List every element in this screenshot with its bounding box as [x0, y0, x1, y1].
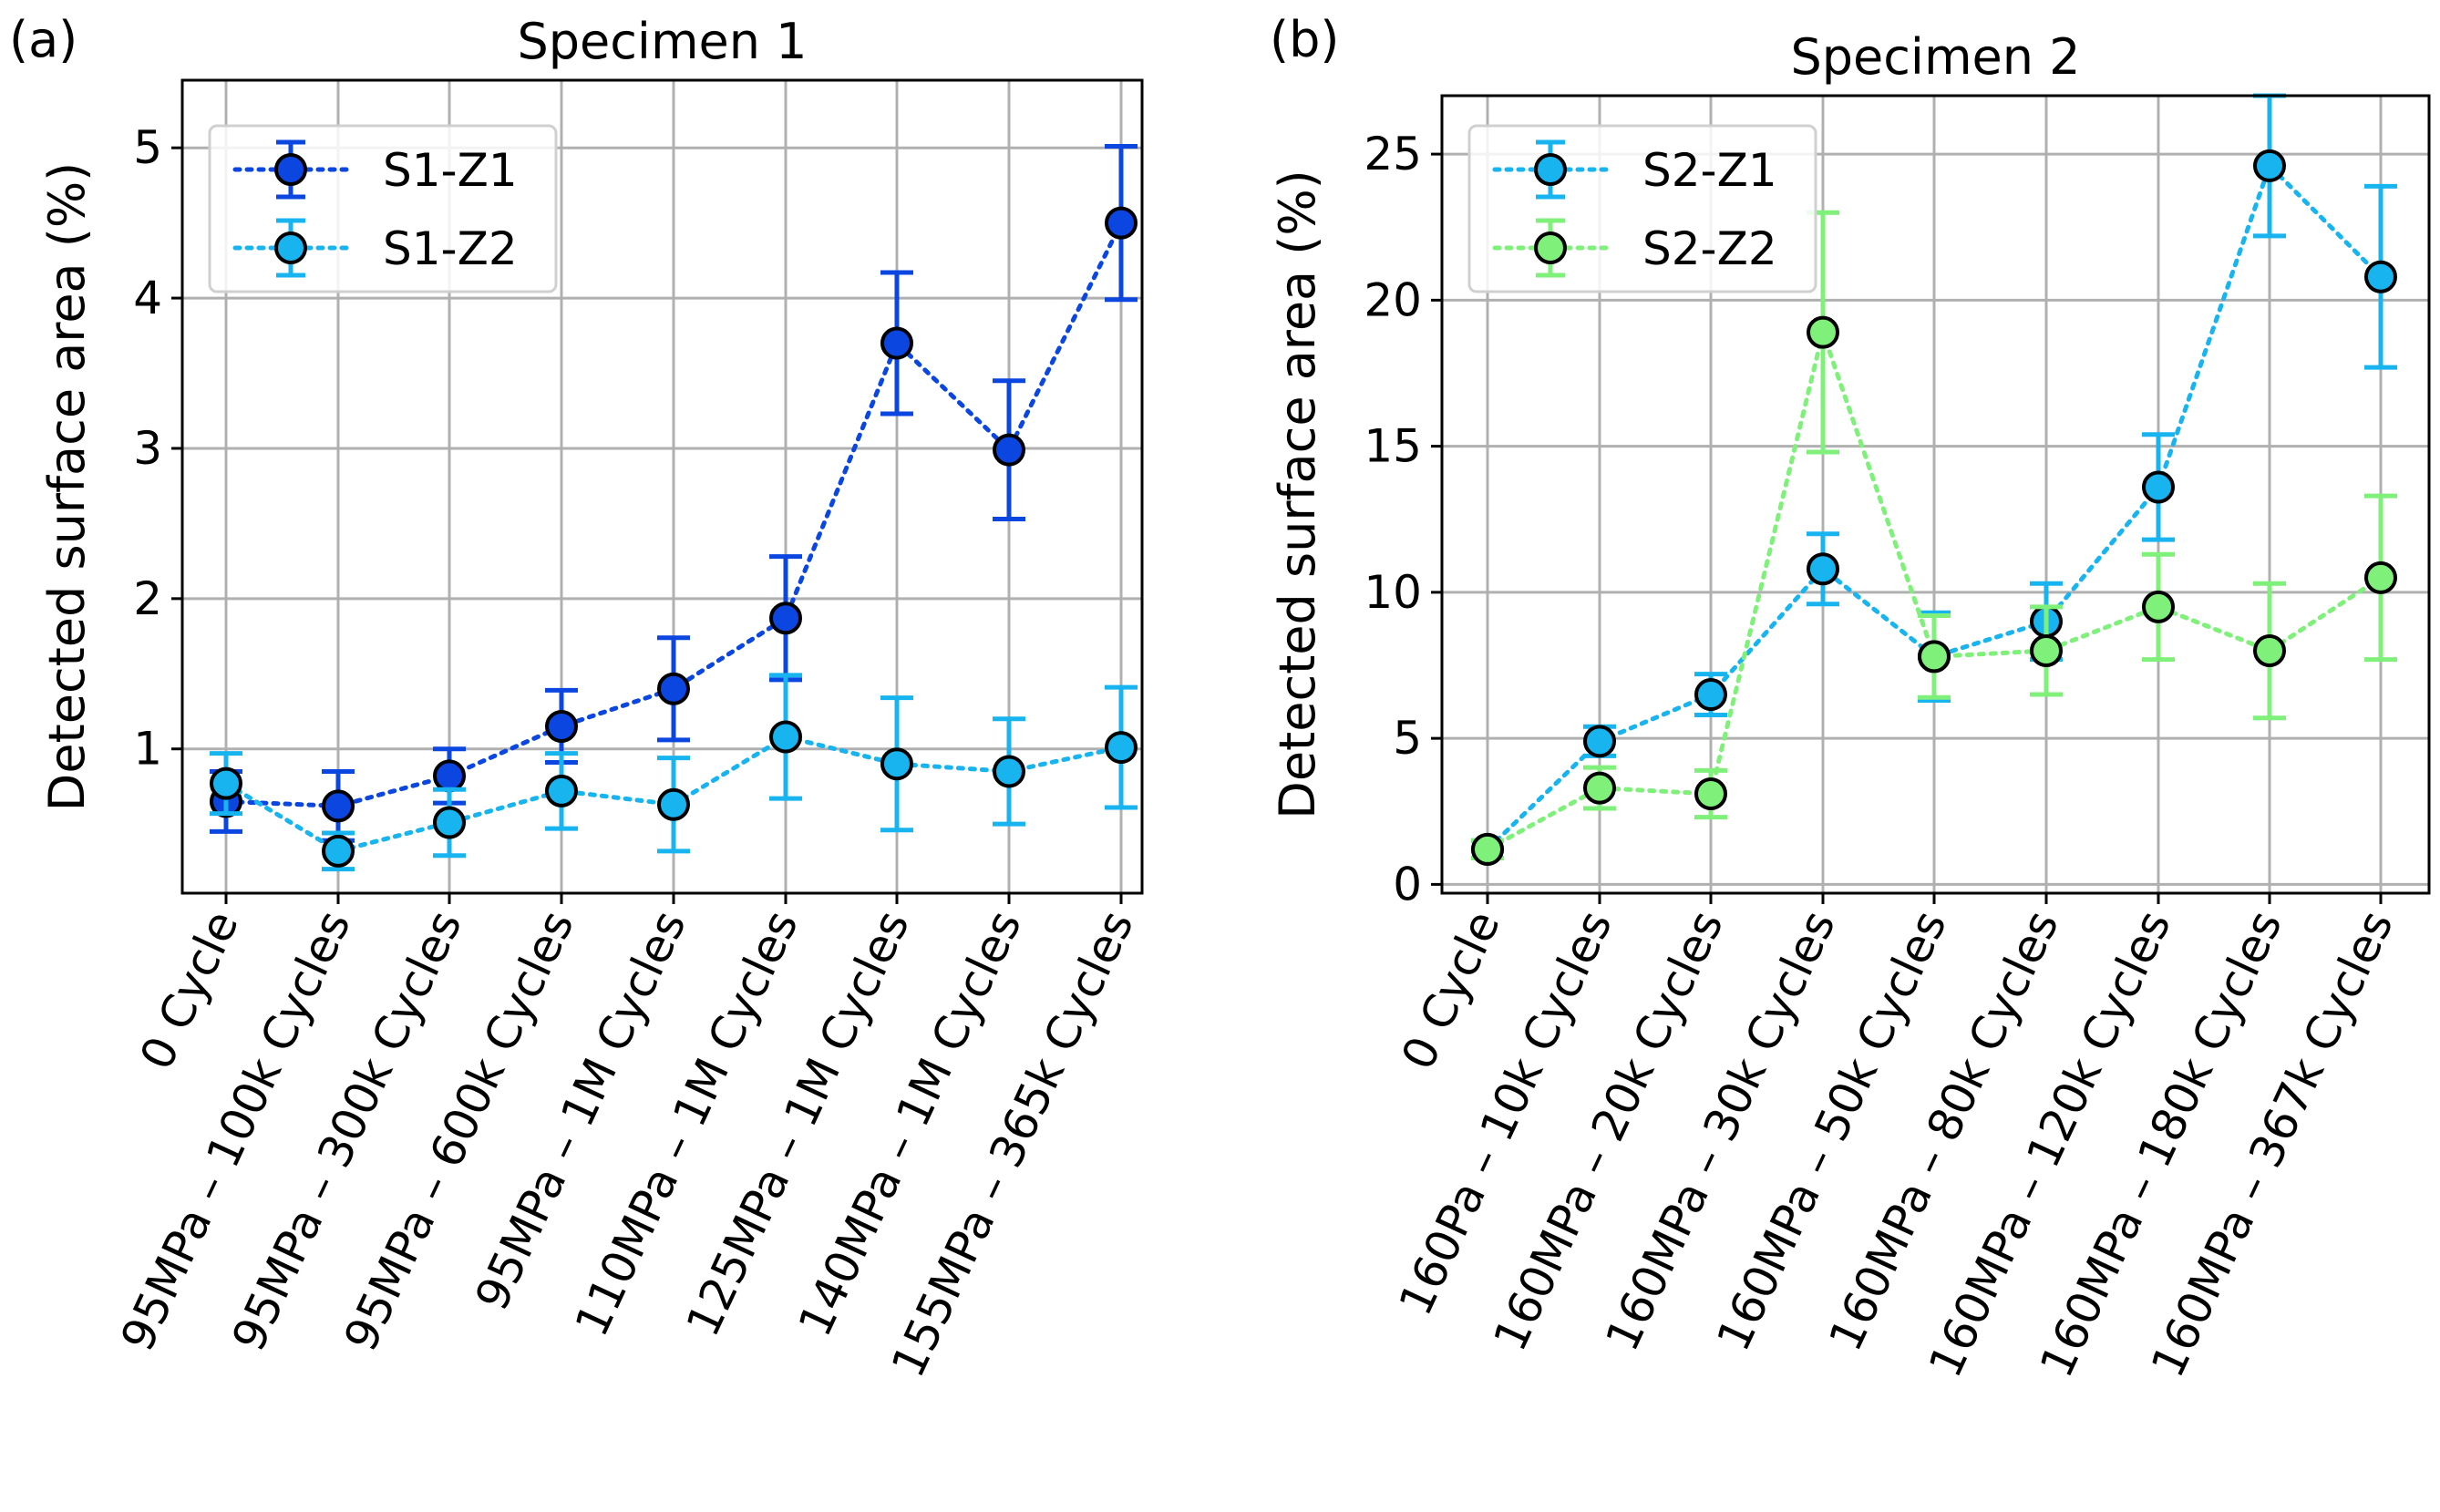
data-point [1105, 206, 1138, 240]
data-point [1583, 725, 1616, 758]
x-tick-label: 95MPa – 1M Cycles [465, 903, 696, 1319]
data-point [993, 433, 1025, 467]
chart-title: Specimen 2 [1790, 28, 2080, 86]
y-axis: 1 2 3 4 5 [133, 121, 182, 776]
legend: S2-Z1 S2-Z2 [1467, 124, 1817, 293]
data-point [2142, 470, 2175, 504]
data-point [1471, 832, 1504, 866]
chart-title: Specimen 1 [517, 13, 807, 70]
data-point [545, 774, 578, 807]
plot-frame [180, 78, 1144, 895]
panel-label: (b) [1270, 11, 1339, 68]
y-axis-label: Detected surface area (%) [38, 162, 96, 812]
legend-item-s2-z1: S2-Z1 [1492, 139, 1777, 200]
legend-marker [274, 231, 307, 264]
data-point [1918, 640, 1951, 674]
plot-frame [1440, 94, 2431, 895]
y-tick-label: 1 [133, 723, 162, 776]
data-point [322, 789, 355, 823]
legend-marker [274, 153, 307, 186]
data-point [1807, 315, 1839, 349]
legend-item-s1-z1: S1-Z1 [232, 139, 518, 200]
data-point [322, 834, 355, 868]
data-point [2253, 149, 2286, 182]
data-point [880, 326, 913, 360]
data-point [657, 787, 690, 821]
y-axis-label: Detected surface area (%) [1269, 170, 1326, 819]
data-point [2030, 633, 2063, 667]
data-point [2142, 590, 2175, 623]
data-point [993, 755, 1025, 788]
data-point [1694, 777, 1727, 811]
y-tick-label: 15 [1364, 420, 1422, 473]
data-point [1583, 771, 1616, 805]
x-tick-label: 0 Cycle [1391, 903, 1509, 1078]
data-point [769, 720, 802, 754]
legend-marker [1534, 153, 1567, 186]
y-tick-label: 4 [133, 272, 162, 324]
data-point [433, 806, 466, 839]
legend-label: S1-Z2 [383, 222, 518, 275]
y-tick-label: 5 [1393, 712, 1422, 765]
data-point [880, 747, 913, 781]
legend: S1-Z1 S1-Z2 [208, 124, 558, 293]
data-point [657, 672, 690, 705]
data-point [433, 759, 466, 793]
y-tick-label: 10 [1364, 566, 1422, 619]
data-point [1105, 731, 1138, 765]
panel-label: (a) [9, 11, 77, 68]
y-tick-label: 20 [1364, 273, 1422, 326]
data-point [1694, 678, 1727, 712]
grid [182, 80, 1142, 893]
legend-label: S2-Z1 [1642, 144, 1777, 197]
legend-label: S1-Z1 [383, 144, 518, 197]
series-s2-z1 [1471, 93, 2397, 866]
data-point [545, 709, 578, 743]
data-point [210, 766, 242, 800]
data-point [2364, 561, 2397, 594]
data-point [2253, 633, 2286, 667]
data-point [1807, 552, 1839, 586]
x-tick-label: 0 Cycle [129, 903, 248, 1078]
legend-marker [1534, 231, 1567, 264]
series-s2-z2 [1471, 210, 2397, 866]
y-tick-label: 3 [133, 422, 162, 475]
y-tick-label: 0 [1393, 858, 1422, 910]
data-point [769, 602, 802, 635]
y-tick-label: 25 [1364, 128, 1422, 180]
data-point [2364, 260, 2397, 293]
y-tick-label: 5 [133, 121, 162, 174]
legend-item-s2-z2: S2-Z2 [1492, 218, 1777, 278]
legend-label: S2-Z2 [1642, 222, 1777, 275]
y-tick-label: 2 [133, 572, 162, 625]
legend-item-s1-z2: S1-Z2 [232, 218, 518, 278]
y-axis: 0 5 10 15 20 25 [1364, 128, 1442, 910]
series-s1-z2 [210, 673, 1138, 872]
